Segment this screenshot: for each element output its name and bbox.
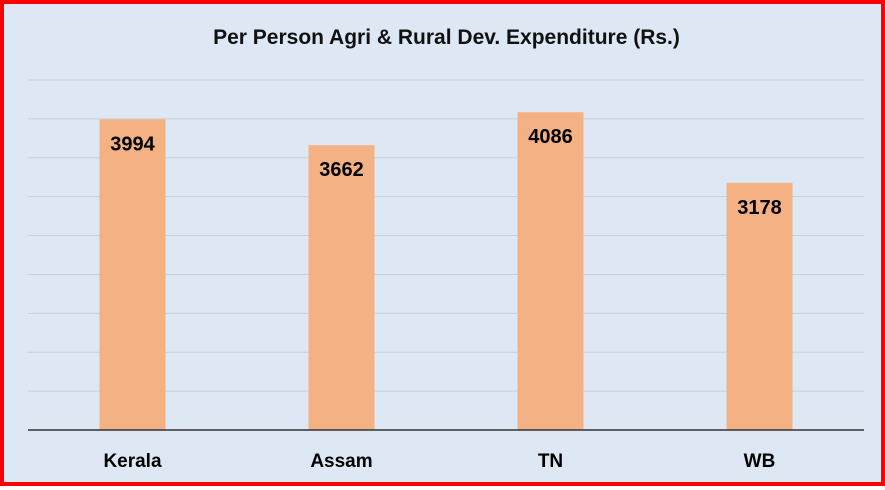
category-label-tn: TN bbox=[538, 451, 563, 472]
data-label-tn: 4086 bbox=[528, 126, 573, 148]
data-label-wb: 3178 bbox=[737, 197, 782, 219]
bar-tn bbox=[517, 112, 584, 430]
bar-chart: 3994 Kerala 3662 Assam 4086 TN 3178 WB bbox=[28, 79, 864, 472]
category-label-wb: WB bbox=[744, 451, 776, 472]
bar-wb bbox=[726, 182, 793, 430]
bar-assam bbox=[308, 145, 375, 430]
bar-kerala bbox=[99, 119, 166, 430]
category-label-kerala: Kerala bbox=[103, 451, 162, 472]
data-label-kerala: 3994 bbox=[110, 133, 155, 155]
chart-title: Per Person Agri & Rural Dev. Expenditure… bbox=[213, 26, 680, 49]
category-label-assam: Assam bbox=[310, 451, 372, 472]
data-label-assam: 3662 bbox=[319, 159, 364, 181]
